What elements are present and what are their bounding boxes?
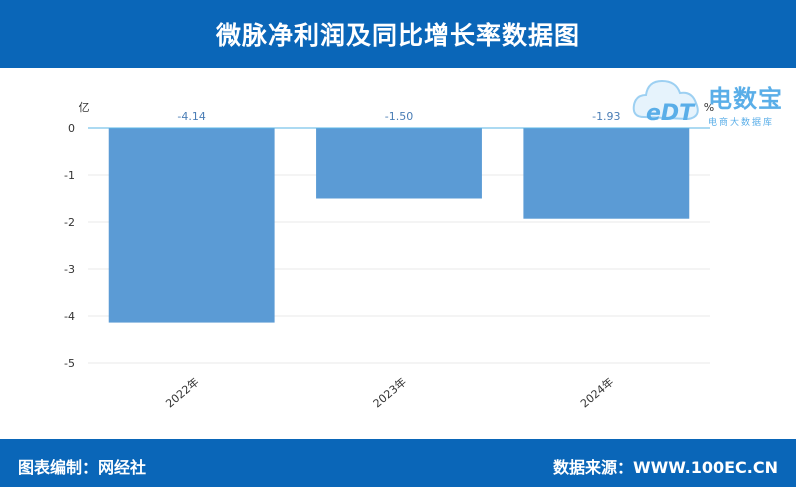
x-tick-label: 2023年	[370, 375, 409, 411]
footer-data-source: 数据来源：WWW.100EC.CN	[552, 458, 778, 477]
y-tick-label: -2	[64, 216, 75, 229]
y-tick-label: -4	[64, 310, 75, 323]
y-tick-label: 0	[68, 122, 75, 135]
y-tick-label: -3	[64, 263, 75, 276]
logo-mark: eDT	[646, 101, 695, 126]
data-label: -1.93	[592, 110, 620, 123]
logo-name: 电数宝	[708, 85, 783, 113]
x-tick-label: 2024年	[577, 375, 616, 411]
x-tick-label: 2022年	[163, 375, 202, 411]
footer: 图表编制：网经社 数据来源：WWW.100EC.CN	[0, 439, 796, 487]
logo-subtitle: 电商大数据库	[708, 118, 775, 128]
y-tick-label: -1	[64, 169, 75, 182]
bar-chart: 0 -1 -2 -3 -4 -5 亿 -4.14 2022年 -1.50 2023年 -1.93 202…	[64, 101, 714, 411]
data-label: -1.50	[385, 110, 413, 123]
bar	[523, 128, 690, 219]
cloud-icon	[632, 79, 699, 121]
y2-axis-unit: %	[704, 101, 714, 114]
footer-source-compiler: 图表编制：网经社	[18, 458, 147, 477]
data-label: -4.14	[177, 110, 205, 123]
header: 微脉净利润及同比增长率数据图	[0, 0, 796, 68]
bar	[316, 128, 482, 199]
bar	[108, 128, 275, 323]
y-tick-label: -5	[64, 357, 75, 370]
chart-title: 微脉净利润及同比增长率数据图	[215, 21, 580, 50]
watermark-logo: eDT 电数宝 电商大数据库	[630, 73, 790, 133]
y-axis-unit: 亿	[79, 101, 90, 114]
chart-area: 0 -1 -2 -3 -4 -5 亿 -4.14 2022年 -1.50 2023年 -1.93 202…	[0, 68, 796, 439]
